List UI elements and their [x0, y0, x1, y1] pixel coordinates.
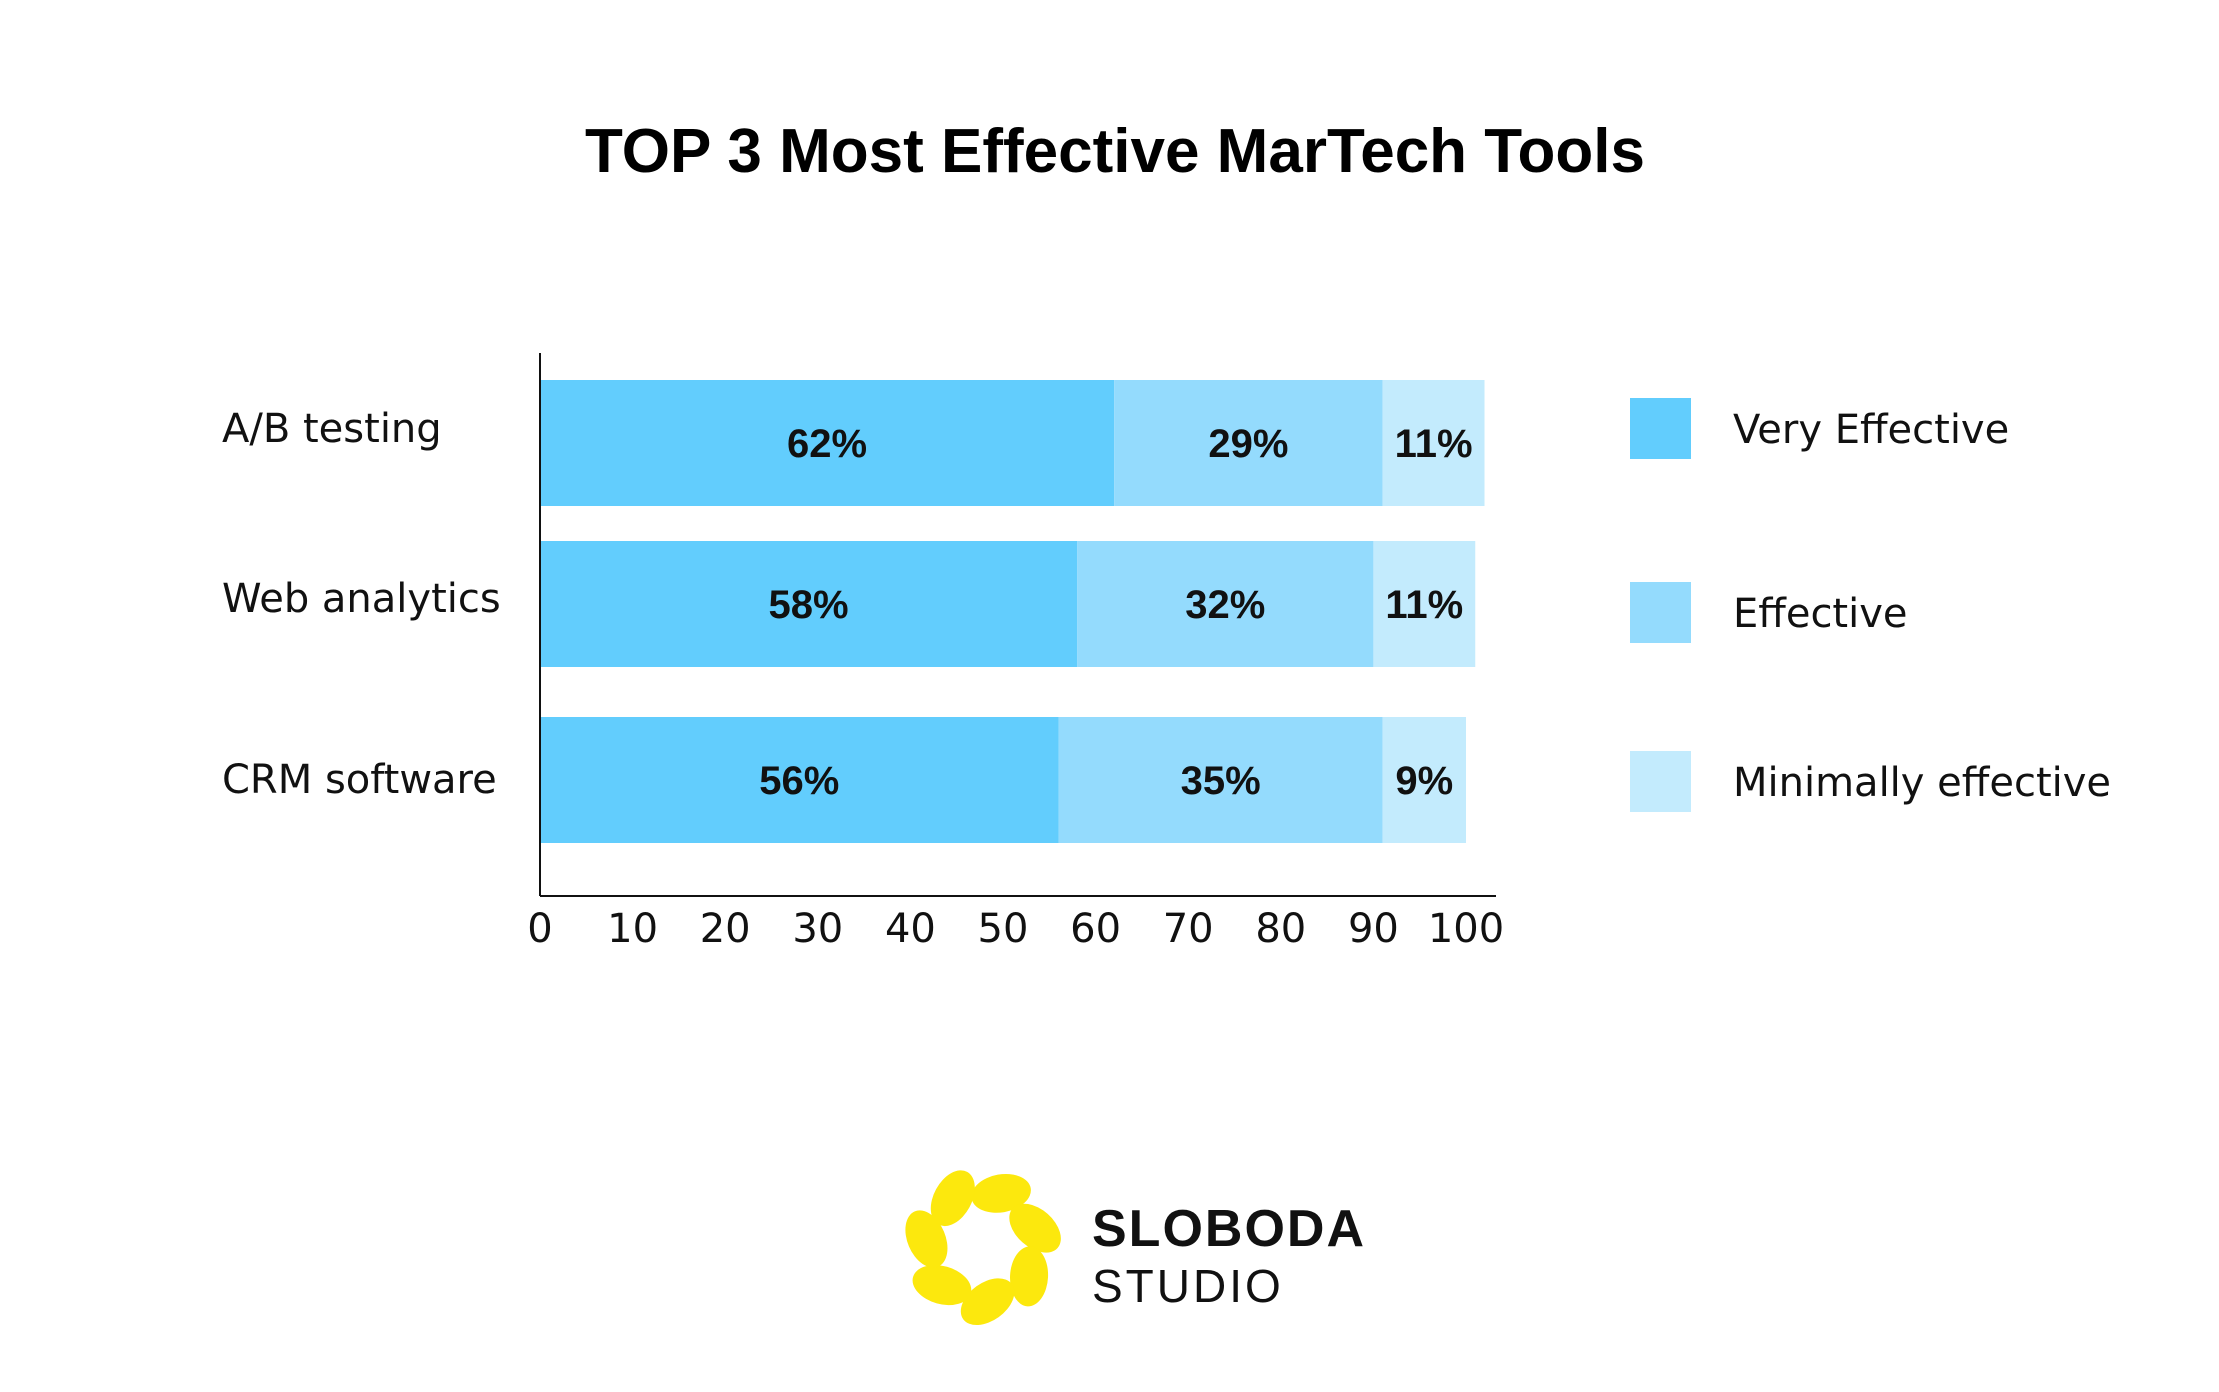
- x-tick-label: 70: [1163, 906, 1214, 952]
- legend-swatch: [1630, 582, 1691, 643]
- x-tick-label: 60: [1070, 906, 1121, 952]
- category-labels: A/B testing Web analytics CRM software: [222, 406, 501, 803]
- x-tick-label: 30: [792, 906, 843, 952]
- data-label: 9%: [1395, 759, 1453, 803]
- data-label: 58%: [769, 583, 849, 627]
- bar-segment: [1077, 541, 1374, 667]
- data-label: 29%: [1208, 422, 1288, 466]
- legend: Very Effective Effective Minimally effecti…: [1630, 398, 2111, 812]
- x-tick-label: 40: [885, 906, 936, 952]
- data-label: 11%: [1385, 583, 1463, 627]
- category-label: CRM software: [222, 757, 497, 803]
- data-label: 62%: [787, 422, 867, 466]
- bar-segment: [1058, 717, 1383, 843]
- brand-name: SLOBODA: [1092, 1200, 1366, 1258]
- legend-swatch: [1630, 751, 1691, 812]
- legend-label: Minimally effective: [1733, 760, 2111, 806]
- x-tick-label: 10: [607, 906, 658, 952]
- bar-segment: [1114, 380, 1383, 506]
- bar-segment: [1382, 717, 1466, 843]
- sloboda-studio-logo: SLOBODA STUDIO: [905, 1170, 1366, 1326]
- logo-petal: [960, 1278, 1015, 1326]
- data-label: 11%: [1395, 422, 1473, 466]
- category-label: Web analytics: [222, 576, 501, 622]
- logo-petal: [1010, 1246, 1049, 1307]
- bar-segment: [1373, 541, 1476, 667]
- logo-petal: [971, 1173, 1031, 1213]
- bar-segment: [540, 717, 1059, 843]
- legend-swatch: [1630, 398, 1691, 459]
- logo-petal: [930, 1170, 975, 1227]
- axes: [539, 353, 1496, 897]
- data-label: 56%: [759, 759, 839, 803]
- x-tick-label: 100: [1428, 906, 1504, 952]
- x-tick-label: 0: [527, 906, 552, 952]
- bar-segment: [540, 380, 1115, 506]
- category-label: A/B testing: [222, 406, 442, 452]
- x-tick-label: 50: [978, 906, 1029, 952]
- brand-subtitle: STUDIO: [1092, 1260, 1284, 1312]
- flower-logo-icon: [905, 1170, 1061, 1326]
- legend-label: Effective: [1733, 591, 1908, 637]
- chart-title: TOP 3 Most Effective MarTech Tools: [585, 117, 1645, 186]
- x-tick-labels: 0 10 20 30 40 50 60 70 80 90 100: [527, 906, 1504, 952]
- data-label: 32%: [1185, 583, 1265, 627]
- bar-segment: [540, 541, 1078, 667]
- bar-segment: [1382, 380, 1485, 506]
- logo-petal: [1009, 1203, 1061, 1253]
- x-tick-label: 80: [1255, 906, 1306, 952]
- x-tick-label: 20: [700, 906, 751, 952]
- logo-petal: [905, 1210, 948, 1268]
- logo-petal: [912, 1265, 972, 1306]
- data-label: 35%: [1181, 759, 1261, 803]
- x-tick-label: 90: [1348, 906, 1399, 952]
- bars-group: 62% 29% 11% 58% 32% 11% 56% 35% 9%: [540, 380, 1485, 843]
- legend-label: Very Effective: [1733, 407, 2009, 453]
